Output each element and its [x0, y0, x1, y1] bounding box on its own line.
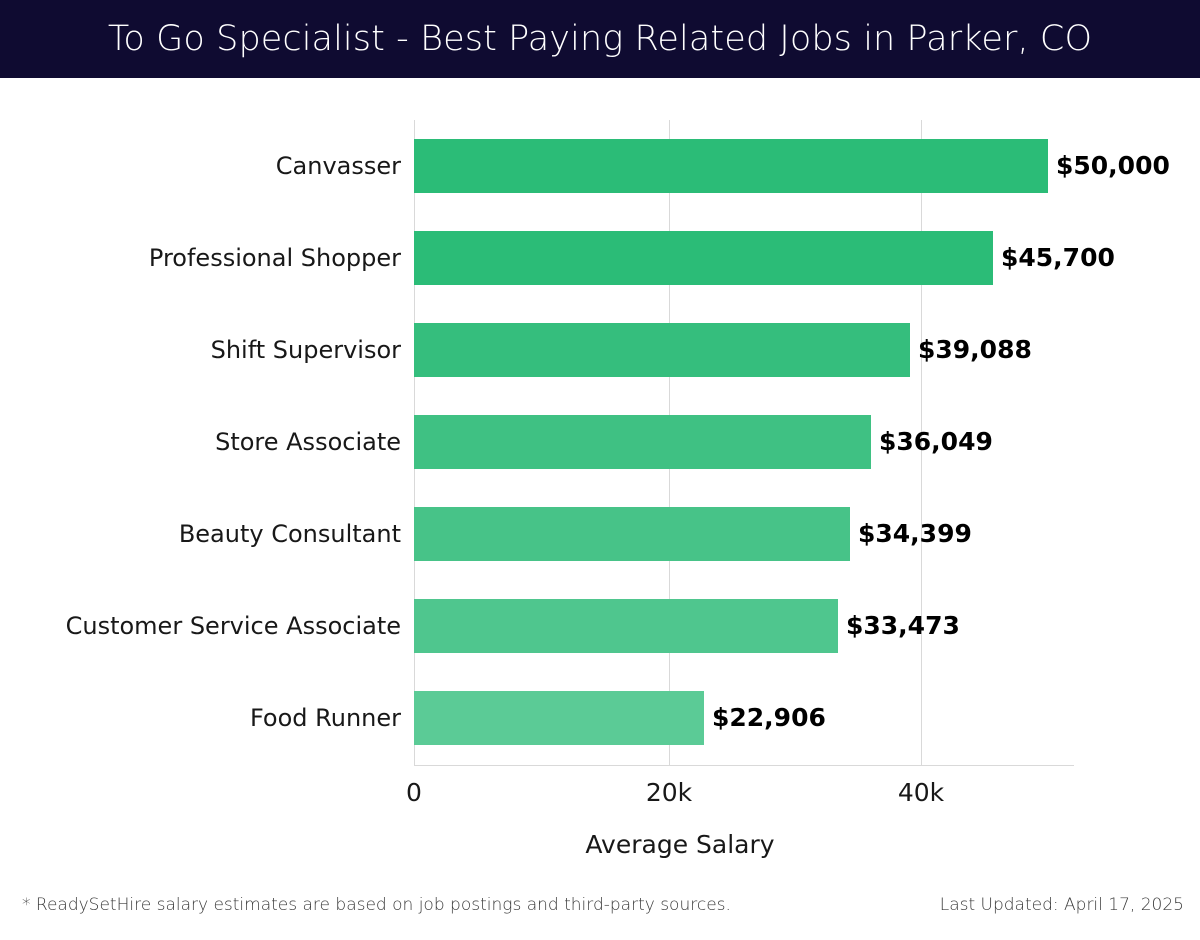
- bar[interactable]: [414, 323, 910, 377]
- bars-container: Canvasser $50,000 Professional Shopper $…: [0, 78, 1200, 940]
- y-axis-label: Professional Shopper: [148, 244, 401, 272]
- bar-value-label: $50,000: [1056, 151, 1170, 180]
- chart-footer: * ReadySetHire salary estimates are base…: [0, 895, 1200, 940]
- bar[interactable]: [414, 691, 704, 745]
- y-axis-label: Canvasser: [275, 152, 401, 180]
- bar[interactable]: [414, 507, 850, 561]
- y-axis-label: Customer Service Associate: [65, 612, 401, 640]
- chart-header: To Go Specialist - Best Paying Related J…: [0, 0, 1200, 78]
- x-axis-title-text: Average Salary: [585, 830, 775, 859]
- table-row: Professional Shopper $45,700: [0, 231, 1200, 285]
- table-row: Beauty Consultant $34,399: [0, 507, 1200, 561]
- table-row: Store Associate $36,049: [0, 415, 1200, 469]
- table-row: Customer Service Associate $33,473: [0, 599, 1200, 653]
- x-axis-title: Average Salary: [0, 830, 1200, 859]
- bar-value-label: $22,906: [712, 703, 826, 732]
- table-row: Shift Supervisor $39,088: [0, 323, 1200, 377]
- table-row: Food Runner $22,906: [0, 691, 1200, 745]
- bar[interactable]: [414, 231, 993, 285]
- bar-value-label: $33,473: [846, 611, 960, 640]
- bar[interactable]: [414, 599, 838, 653]
- bar-value-label: $45,700: [1001, 243, 1115, 272]
- table-row: Canvasser $50,000: [0, 139, 1200, 193]
- bar-value-label: $36,049: [879, 427, 993, 456]
- y-axis-label: Store Associate: [215, 428, 401, 456]
- bar-value-label: $39,088: [918, 335, 1032, 364]
- y-axis-label: Food Runner: [249, 704, 401, 732]
- footer-last-updated: Last Updated: April 17, 2025: [939, 895, 1184, 915]
- x-tick-0: 0: [406, 778, 422, 807]
- footer-disclaimer: * ReadySetHire salary estimates are base…: [22, 895, 731, 915]
- page-title: To Go Specialist - Best Paying Related J…: [107, 18, 1093, 59]
- plot-area: Canvasser $50,000 Professional Shopper $…: [0, 78, 1200, 940]
- x-tick-20k: 20k: [645, 778, 693, 807]
- bar[interactable]: [414, 415, 871, 469]
- bar[interactable]: [414, 139, 1048, 193]
- bar-value-label: $34,399: [858, 519, 972, 548]
- y-axis-label: Shift Supervisor: [210, 336, 401, 364]
- y-axis-label: Beauty Consultant: [178, 520, 401, 548]
- x-tick-40k: 40k: [897, 778, 945, 807]
